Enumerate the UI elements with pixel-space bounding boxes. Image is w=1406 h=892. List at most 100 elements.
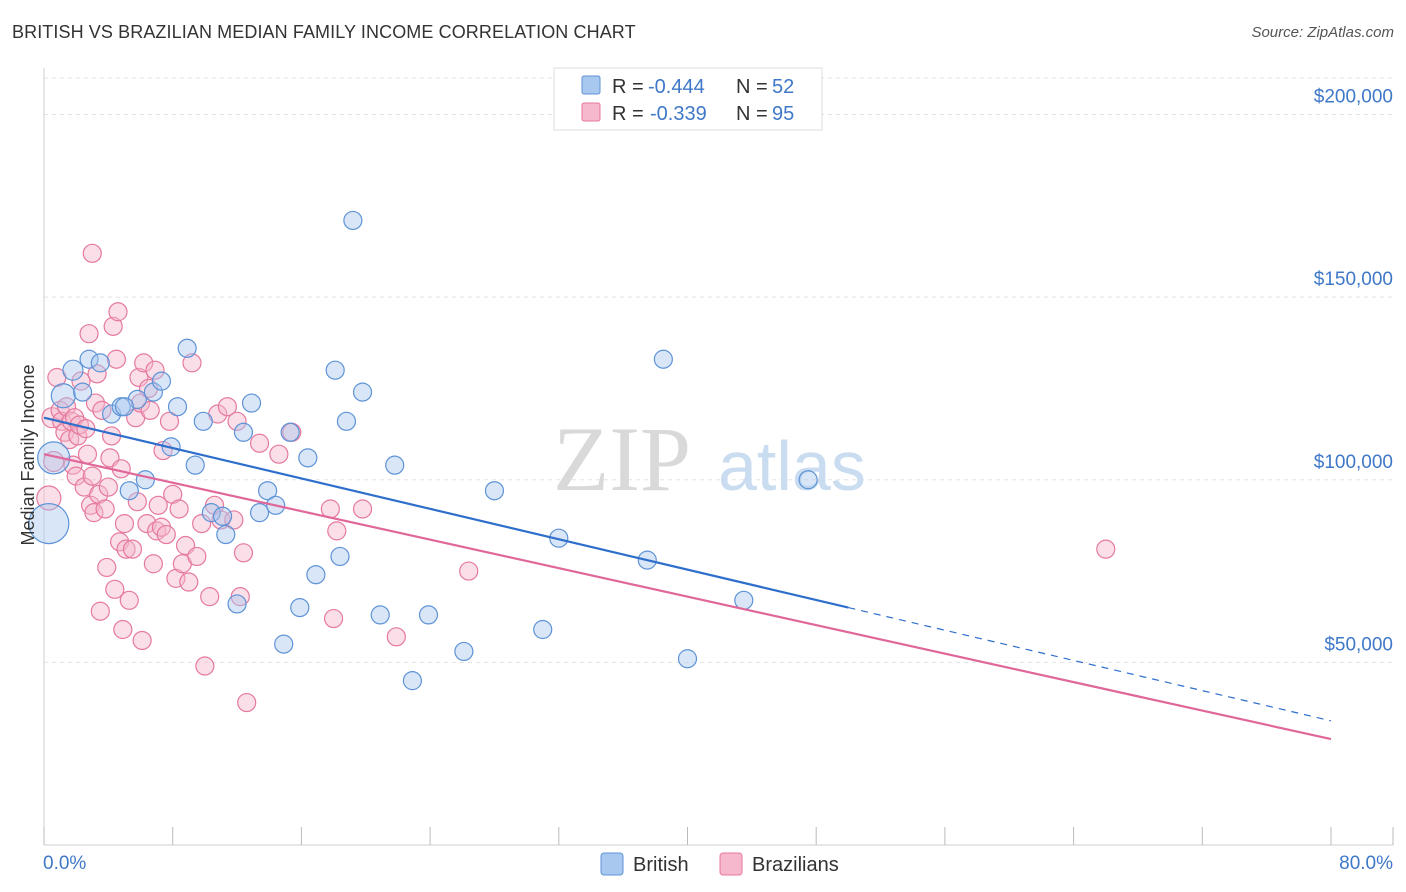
trend-layer [43,416,1332,741]
brazilian-point [127,492,147,512]
brazilian-point [195,656,215,676]
british-point [343,210,363,231]
british-point [135,470,155,490]
series-brazilians [36,243,1116,713]
legend-r-label-brazilians: R = [612,103,644,125]
british-point [151,371,172,391]
legend-r-value-brazilians: -0.339 [650,103,707,125]
brazilian-point [113,619,133,640]
brazilian-point [187,546,207,567]
brazilian-point [132,630,152,651]
legend-swatch-brazilians [581,102,601,122]
british-point [798,470,818,490]
british-point [258,481,278,501]
legend-n-label-british: N = [736,76,768,98]
bottom-legend-swatch-british [600,852,624,876]
british-point [352,382,373,402]
british-point [677,649,698,669]
y-tick-label: $50,000 [1324,634,1393,655]
brazilian-point [200,587,220,607]
bottom-legend-brazilians: Brazilians [752,854,839,876]
brazilian-point [77,444,98,464]
brazilian-point [79,324,99,344]
brazilian-point [122,539,143,559]
british-point [177,338,197,358]
british-point [280,422,300,442]
brazilian-point [143,554,163,574]
british-point [484,481,505,501]
y-tick-label: $200,000 [1314,87,1393,108]
watermark-zip: ZIP [553,408,691,510]
british-point [212,506,233,526]
brazilian-point [233,543,254,563]
legend-n-value-brazilians: 95 [772,103,794,125]
british-point [62,359,84,381]
brazilian-point [352,499,373,519]
british-point [201,503,221,523]
brazilian-point [90,601,110,621]
british-point [306,565,326,585]
legend-r-value-british: -0.444 [648,76,705,98]
brazilian-point [95,499,115,519]
british-point [290,597,310,618]
correlation-legend: R = -0.444 N = 52 R = -0.339 N = 95 [553,67,823,131]
axis-layer: $50,000 $100,000 $150,000 $200,000 [43,68,1394,846]
brazilian-point [179,572,199,592]
brazilian-point [84,503,104,523]
brazilian-trend-line [43,453,1332,741]
british-trend-line [43,416,849,609]
brazilian-point [98,477,118,497]
british-point [143,382,163,402]
british-point [274,634,294,654]
brazilian-point [140,400,160,420]
brazilian-point [459,561,479,581]
legend-n-label-brazilians: N = [736,103,768,125]
british-point [50,383,76,409]
british-point [454,641,474,662]
british-point [653,349,673,369]
british-point [325,360,345,380]
british-point [73,382,93,402]
brazilian-point [66,466,86,486]
british-point [114,397,135,417]
watermark: ZIP atlas [553,408,866,510]
bottom-legend-swatch-brazilians [719,852,743,876]
brazilian-point [119,590,139,610]
british-point [193,411,213,431]
brazilian-point [145,360,165,380]
british-point [249,503,270,523]
british-point [233,422,254,442]
british-point [79,349,99,369]
british-point [402,671,423,691]
british-point [227,594,247,614]
brazilian-point [269,444,289,464]
brazilian-point [217,397,237,417]
y-tick-label: $100,000 [1314,452,1393,473]
british-point [28,502,70,545]
british-point [185,455,205,475]
brazilian-point [129,367,149,388]
brazilian-point [323,608,344,629]
british-point [37,441,71,475]
x-tick-label-max: 80.0% [1339,853,1393,874]
watermark-atlas: atlas [718,427,866,505]
british-point [385,455,405,475]
brazilian-point [97,557,117,578]
brazilian-point [156,524,176,545]
brazilian-point [327,521,347,541]
legend-swatch-british [581,75,601,95]
x-tick-label-min: 0.0% [43,853,86,874]
british-trend-extension [848,607,1332,722]
british-point [167,397,188,417]
brazilian-point [1096,539,1116,559]
brazilian-point [227,411,247,431]
british-point [119,481,139,501]
legend-n-value-british: 52 [772,76,794,98]
british-point [418,605,439,625]
brazilian-point [192,513,212,534]
british-point [370,605,390,625]
grid-layer [44,77,1393,663]
brazilian-point [182,353,202,373]
british-point [298,448,318,468]
